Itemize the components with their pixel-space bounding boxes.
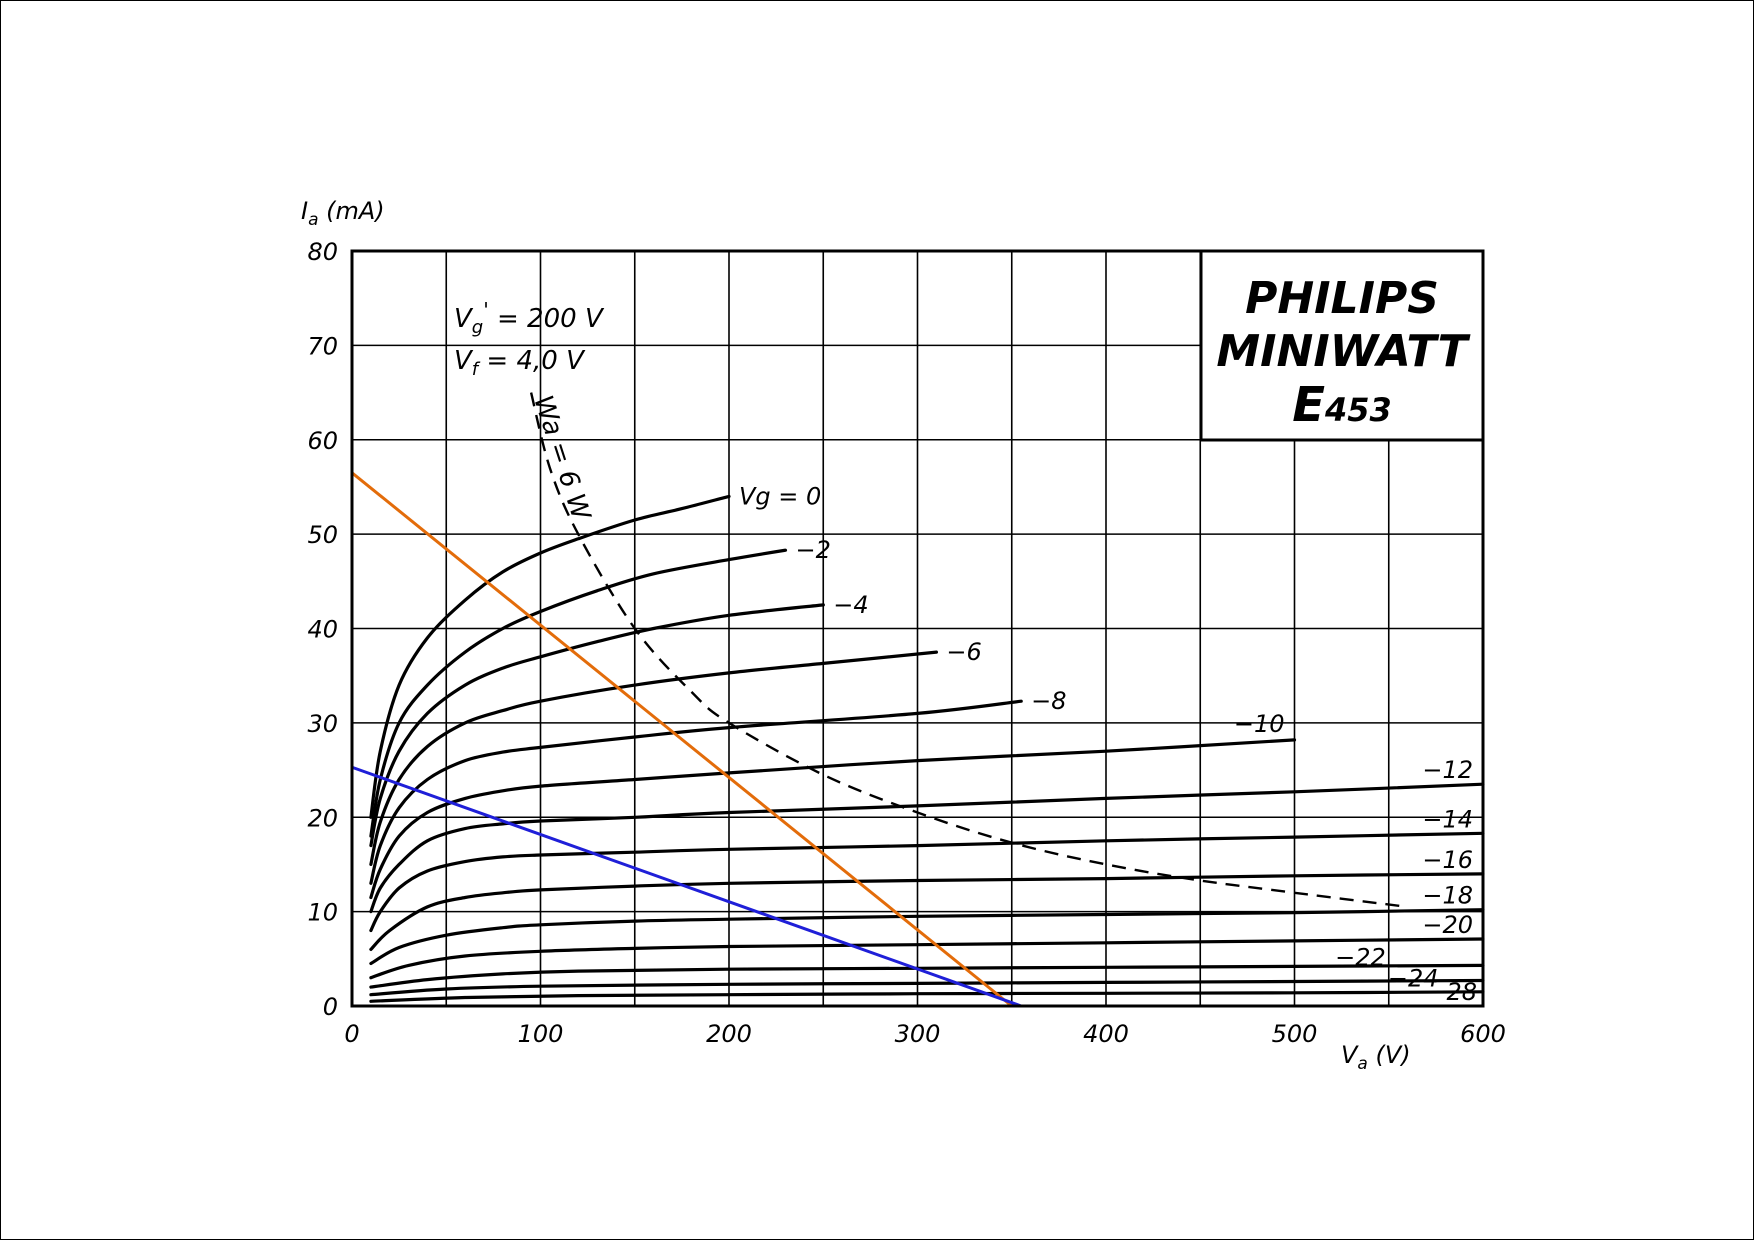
brand-miniwatt: MINIWATT bbox=[1216, 326, 1470, 377]
power-curve-label: Wa = 6 W bbox=[527, 392, 596, 525]
x-tick-label: 0 bbox=[344, 1020, 359, 1048]
curve-label: −20 bbox=[1422, 911, 1473, 939]
load-line bbox=[351, 765, 1022, 1008]
plot-frame bbox=[350, 249, 1485, 1008]
grid-voltage-curve bbox=[369, 963, 1485, 989]
grid-voltage-curve bbox=[369, 650, 938, 866]
power-curve bbox=[529, 392, 1408, 909]
y-tick-label: 10 bbox=[307, 899, 338, 927]
grid-voltage-curve bbox=[369, 548, 788, 838]
x-tick-label: 600 bbox=[1460, 1020, 1506, 1048]
grid-voltage-curve bbox=[369, 782, 1485, 914]
curve-label: −8 bbox=[1031, 687, 1066, 715]
y-axis-label: Ia (mA) bbox=[301, 197, 385, 230]
y-tick-label: 20 bbox=[307, 804, 338, 832]
curve-label: −22 bbox=[1335, 943, 1386, 971]
brand-model: E453 bbox=[1292, 377, 1392, 433]
grid-voltage-curve bbox=[369, 908, 1485, 966]
grid-voltage-curve bbox=[369, 937, 1485, 980]
curve-label: −12 bbox=[1422, 756, 1473, 784]
curve-label: −10 bbox=[1234, 710, 1285, 738]
x-tick-label: 200 bbox=[706, 1020, 752, 1048]
grid-voltage-curve bbox=[369, 738, 1297, 900]
operating-conditions: Vg' = 200 V Vf = 4,0 V bbox=[454, 298, 605, 380]
y-tick-label: 40 bbox=[307, 616, 338, 644]
y-tick-label: 0 bbox=[323, 993, 338, 1021]
y-tick-label: 80 bbox=[307, 238, 338, 266]
curve-label: −2 bbox=[796, 536, 831, 564]
filament-voltage-label: Vf = 4,0 V bbox=[454, 346, 586, 380]
curve-label: −18 bbox=[1422, 882, 1473, 910]
curve-label: −4 bbox=[833, 591, 868, 619]
load-lines bbox=[351, 471, 1022, 1008]
tick-labels: 0 100 200 300 400 500 600 0 10 20 30 40 50 60 70 80 bbox=[307, 238, 1505, 1048]
x-tick-label: 500 bbox=[1272, 1020, 1318, 1048]
y-tick-label: 60 bbox=[307, 427, 338, 455]
curve-labels: Vg = 0 −2−4 −6 −8 −10 −12 −14 −16 −18−20 −22−24−2… bbox=[739, 482, 1477, 1005]
grid-voltage-curve bbox=[369, 603, 825, 848]
grid-voltage-curve bbox=[369, 990, 1485, 1003]
curve-label: −14 bbox=[1422, 805, 1473, 833]
grid-voltage-curve bbox=[369, 978, 1485, 997]
brand-box: PHILIPS MINIWATT E453 bbox=[1199, 249, 1485, 442]
screen-voltage-label: Vg' = 200 V bbox=[454, 298, 605, 338]
x-tick-label: 100 bbox=[518, 1020, 564, 1048]
load-line bbox=[351, 471, 1013, 1008]
x-tick-label: 400 bbox=[1083, 1020, 1129, 1048]
x-tick-label: 300 bbox=[895, 1020, 941, 1048]
y-tick-label: 70 bbox=[307, 332, 338, 360]
grid-voltage-curve bbox=[369, 494, 731, 819]
brand-philips: PHILIPS bbox=[1245, 273, 1439, 324]
brand-box-frame bbox=[1199, 249, 1485, 442]
y-tick-label: 50 bbox=[307, 521, 338, 549]
grid-voltage-curve bbox=[369, 699, 1023, 885]
curve-label: −6 bbox=[946, 638, 981, 666]
grid-voltage-curve bbox=[369, 831, 1485, 933]
dissipation-curve bbox=[529, 392, 1408, 909]
curve-label: −28 bbox=[1426, 978, 1477, 1006]
curve-label: −16 bbox=[1422, 846, 1473, 874]
x-axis-label: Va (V) bbox=[1341, 1041, 1411, 1074]
curve-label: Vg = 0 bbox=[739, 482, 821, 510]
y-tick-label: 30 bbox=[307, 710, 338, 738]
curve-label: −24 bbox=[1388, 965, 1439, 993]
anode-curves bbox=[369, 494, 1485, 1003]
